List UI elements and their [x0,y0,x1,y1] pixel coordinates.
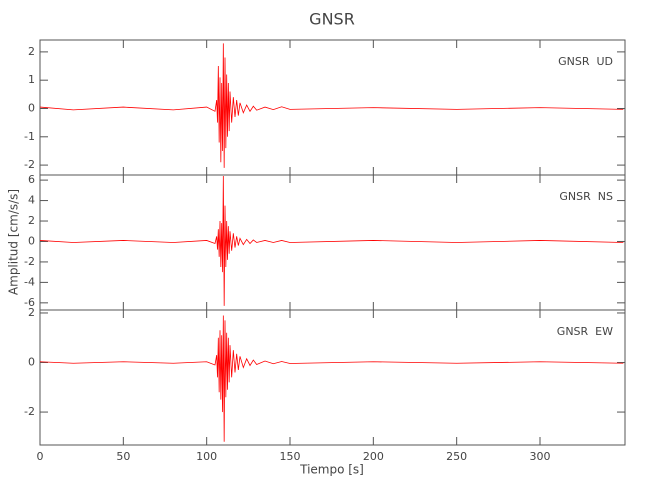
y-tick-label: 2 [28,214,35,227]
y-tick-label: 4 [28,194,35,207]
y-tick-label: 2 [28,45,35,58]
panel-frame [39,174,626,311]
y-tick-label: 0 [28,356,35,369]
waveform [39,315,624,442]
x-tick-label: 150 [280,450,301,463]
panel-label: GNSR NS [559,190,613,203]
y-tick-label: 0 [28,234,35,247]
waveform [39,176,624,306]
x-tick-label: 300 [530,450,551,463]
x-axis-label: Tiempo [s] [299,463,364,477]
y-tick-label: 1 [28,73,35,86]
y-tick-label: 2 [28,306,35,319]
chart-title: GNSR [309,10,355,29]
y-tick-label: 0 [28,101,35,114]
y-tick-label: -6 [24,296,35,309]
panel-label: GNSR UD [558,55,613,68]
x-tick-label: 0 [37,450,44,463]
y-tick-label: -2 [24,405,35,418]
x-tick-label: 200 [363,450,384,463]
y-tick-label: -2 [24,158,35,171]
x-tick-label: 100 [196,450,217,463]
y-tick-label: -1 [24,130,35,143]
x-tick-label: 250 [446,450,467,463]
y-tick-label: -2 [24,255,35,268]
y-tick-label: 6 [28,173,35,186]
panel-frame [39,309,626,446]
x-tick-label: 50 [116,450,130,463]
y-axis-label: Amplitud [cm/s/s] [7,189,21,295]
waveform [39,43,624,168]
y-tick-label: -4 [24,275,35,288]
panel-label: GNSR EW [557,325,613,338]
